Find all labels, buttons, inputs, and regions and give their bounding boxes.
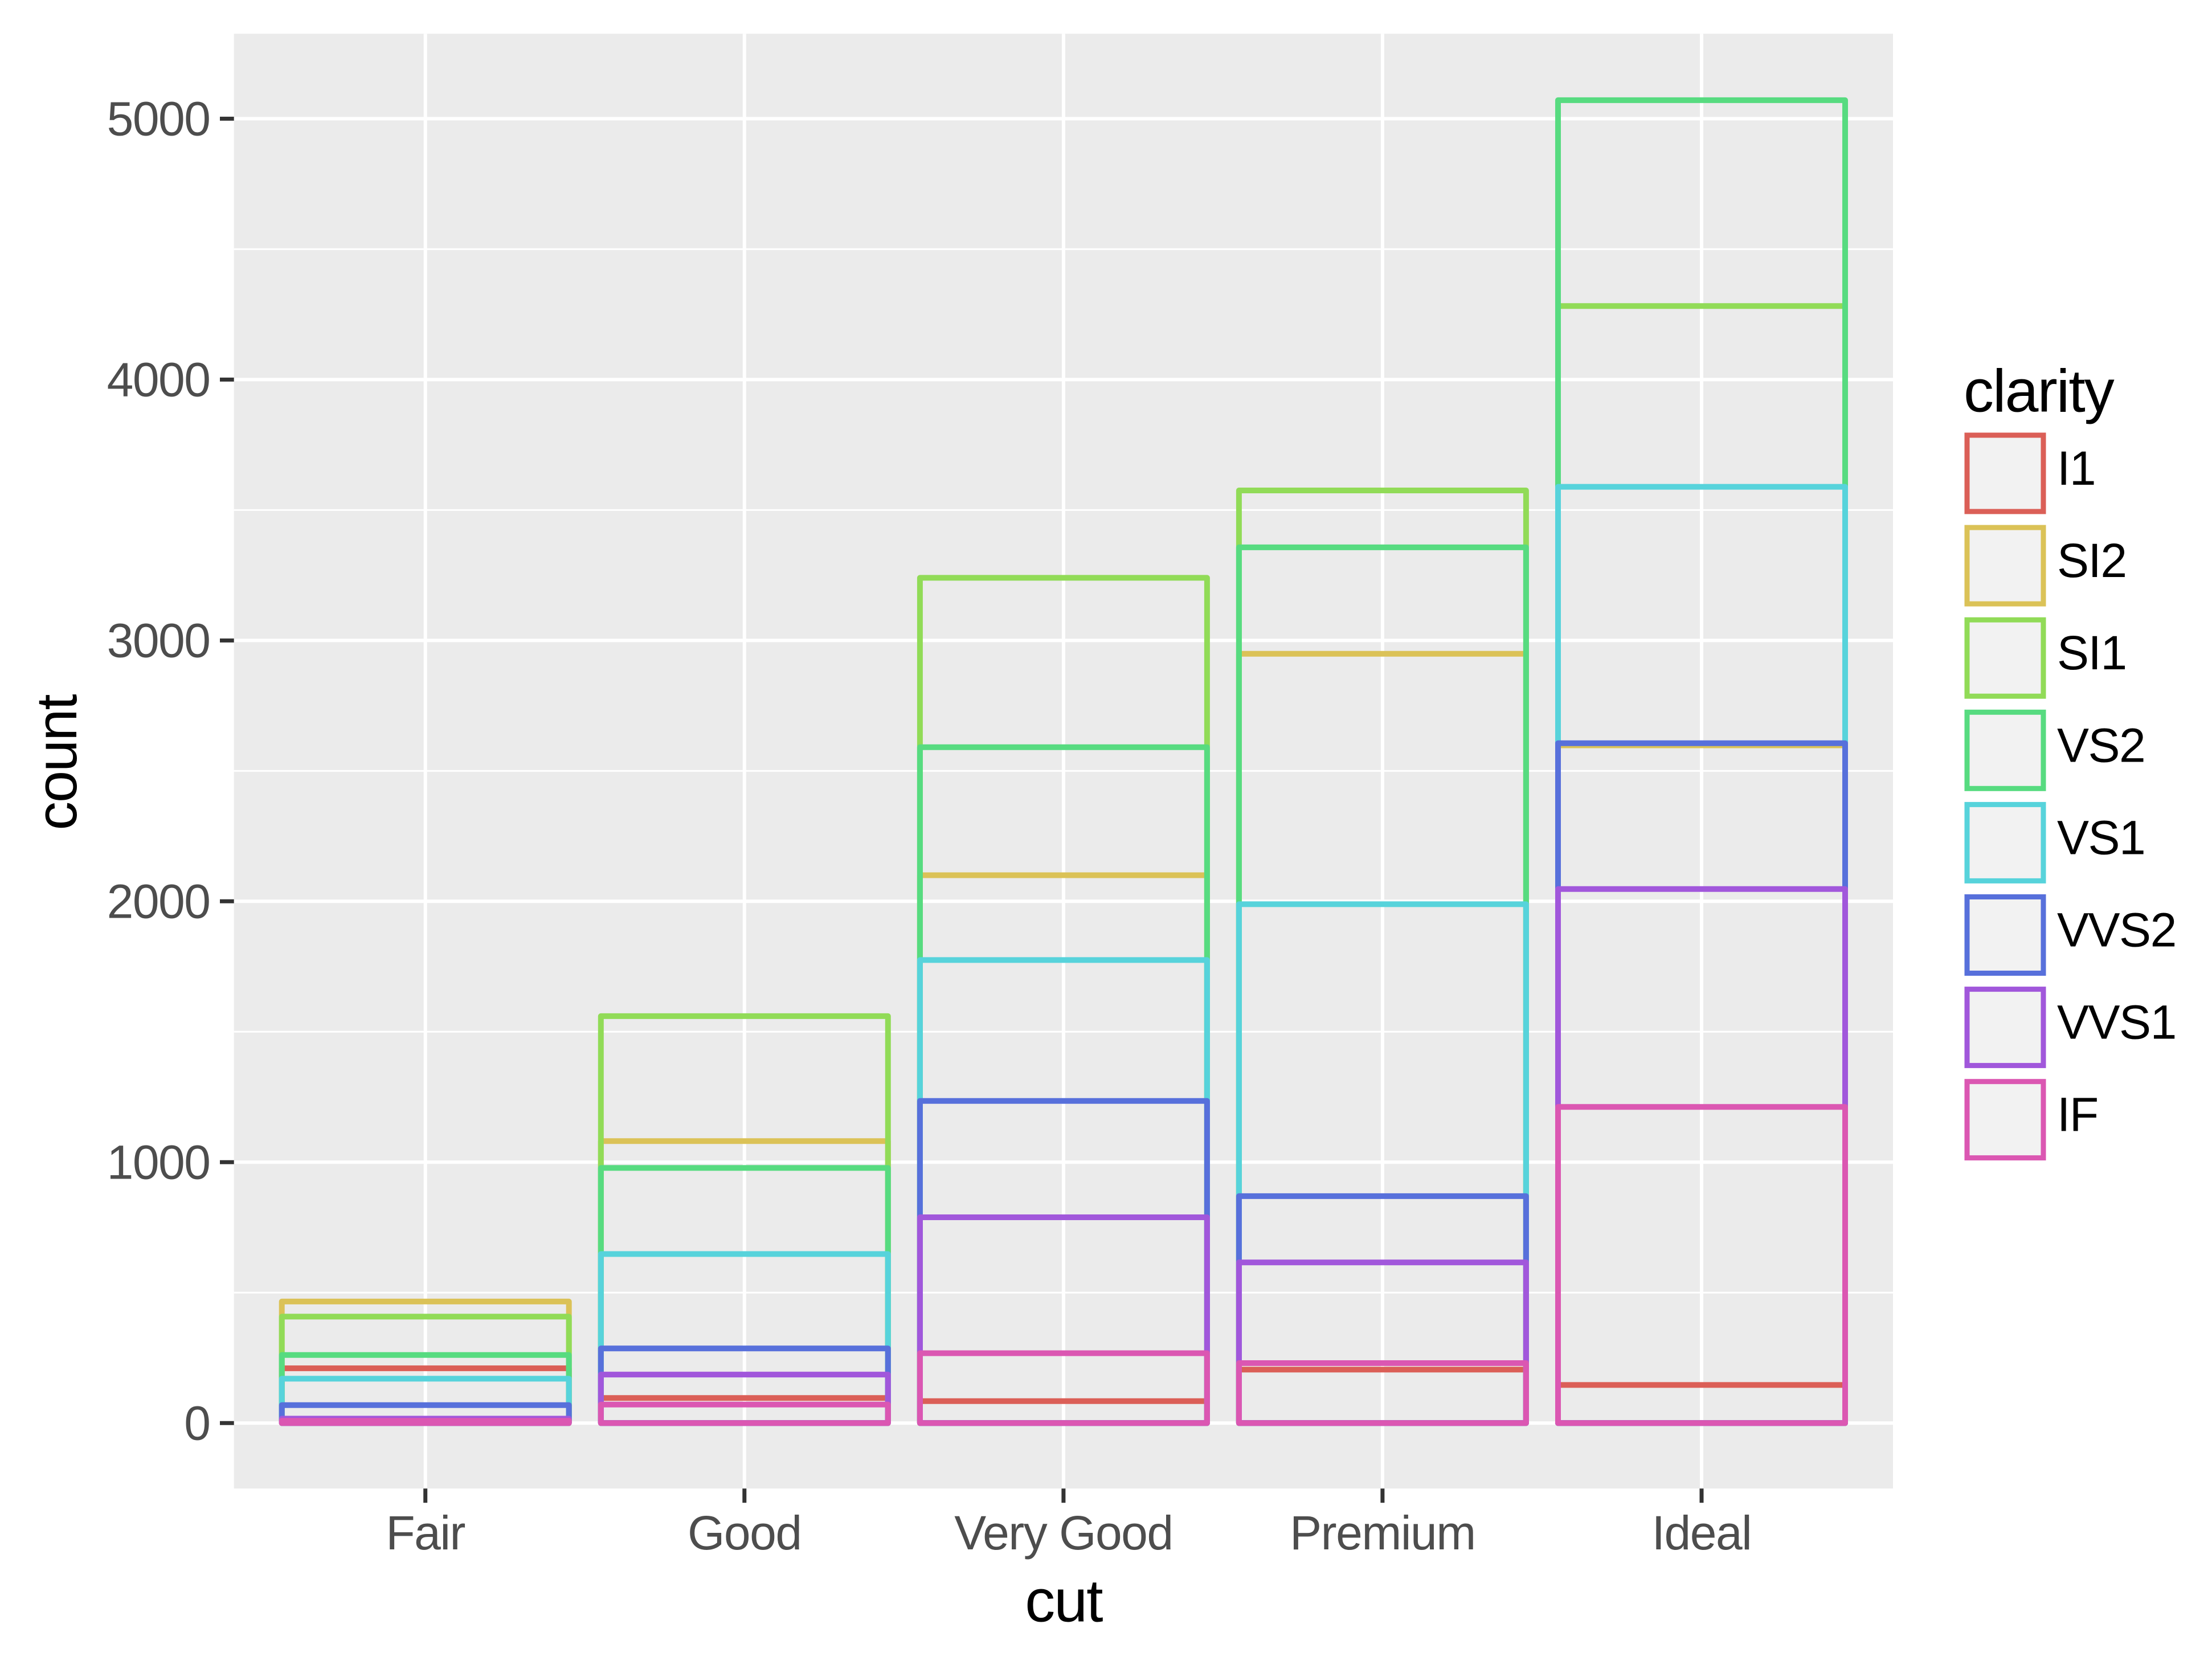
svg-text:Very Good: Very Good [954, 1506, 1172, 1560]
svg-text:Premium: Premium [1290, 1506, 1475, 1560]
svg-text:clarity: clarity [1964, 357, 2115, 424]
svg-text:0: 0 [184, 1396, 210, 1450]
svg-text:4000: 4000 [107, 353, 210, 406]
svg-text:Fair: Fair [386, 1506, 465, 1560]
svg-text:VS1: VS1 [2057, 811, 2145, 864]
svg-text:5000: 5000 [107, 92, 210, 145]
svg-text:3000: 3000 [107, 613, 210, 667]
svg-text:count: count [25, 694, 89, 831]
svg-text:2000: 2000 [107, 874, 210, 928]
svg-text:1000: 1000 [107, 1135, 210, 1189]
svg-text:cut: cut [1025, 1568, 1103, 1635]
svg-text:I1: I1 [2057, 441, 2095, 495]
svg-text:VVS1: VVS1 [2057, 996, 2176, 1049]
svg-text:IF: IF [2057, 1088, 2098, 1142]
svg-text:SI1: SI1 [2057, 626, 2127, 680]
svg-text:SI2: SI2 [2057, 534, 2127, 587]
svg-text:Ideal: Ideal [1652, 1506, 1752, 1560]
svg-text:VVS2: VVS2 [2057, 903, 2176, 957]
svg-text:VS2: VS2 [2057, 718, 2145, 772]
svg-text:Good: Good [688, 1506, 802, 1560]
